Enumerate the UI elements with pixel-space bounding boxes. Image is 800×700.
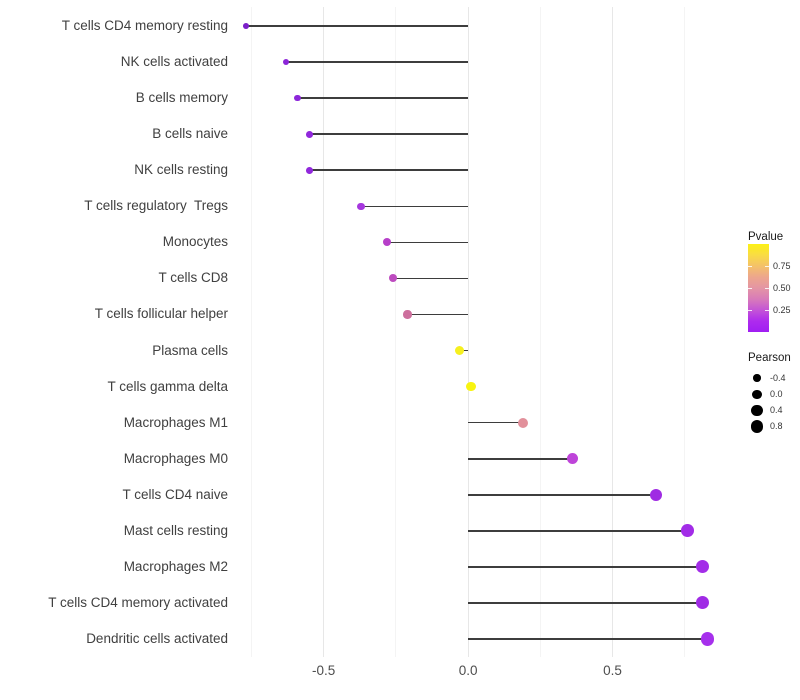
lollipop-stem	[286, 61, 469, 63]
lollipop-stem	[387, 241, 469, 244]
y-axis-label: Macrophages M0	[123, 450, 228, 466]
y-axis-label: T cells CD4 memory resting	[61, 18, 228, 33]
y-axis-label: Dendritic cells activated	[86, 631, 228, 647]
lollipop-stem	[393, 277, 469, 280]
lollipop-stem	[245, 25, 469, 27]
pvalue-tick-label: 0.25	[773, 304, 791, 315]
y-axis-label: Monocytes	[162, 234, 228, 250]
lollipop-dot	[681, 524, 695, 538]
pvalue-tick-label: 0.50	[773, 282, 791, 293]
lollipop-dot	[454, 345, 465, 356]
y-axis-label: T cells CD4 naive	[122, 486, 228, 502]
legend-pearson-title: Pearson	[748, 352, 791, 364]
y-axis-label: Macrophages M1	[123, 414, 228, 430]
colorbar-tick	[765, 288, 769, 289]
x-grid-major	[467, 7, 469, 657]
lollipop-stem	[297, 97, 469, 99]
y-axis-label: T cells gamma delta	[107, 378, 228, 394]
lollipop-stem	[468, 493, 656, 496]
y-axis-label: T cells regulatory Tregs	[84, 198, 228, 214]
lollipop-stem	[407, 313, 469, 316]
lollipop-stem	[468, 421, 523, 424]
x-grid-minor	[395, 7, 397, 657]
pearson-size-dot	[750, 420, 764, 434]
x-tick-label: 0.0	[458, 663, 478, 678]
x-tick-label: 0.5	[603, 663, 622, 678]
lollipop-dot	[701, 632, 715, 646]
lollipop-dot	[466, 381, 476, 392]
pearson-size-dot	[751, 404, 763, 416]
colorbar-tick	[765, 310, 769, 311]
y-axis-label: B cells memory	[135, 90, 228, 106]
lollipop-stem	[468, 566, 703, 568]
lollipop-dot	[305, 166, 313, 174]
lollipop-stem	[468, 638, 708, 640]
lollipop-stem	[309, 169, 469, 172]
y-axis-label: Mast cells resting	[123, 522, 228, 538]
y-axis-label: T cells CD8	[158, 270, 228, 286]
y-axis-label: B cells naive	[152, 126, 228, 142]
colorbar-tick	[765, 266, 769, 267]
lollipop-dot	[403, 310, 412, 319]
x-grid-major	[612, 7, 614, 657]
x-grid-minor	[539, 7, 541, 657]
lollipop-dot	[695, 596, 709, 610]
lollipop-dot	[566, 453, 578, 465]
y-axis-label: NK cells activated	[120, 54, 228, 70]
y-axis-label: T cells CD4 memory activated	[48, 594, 228, 610]
lollipop-dot	[649, 488, 663, 501]
legend-pvalue-title: Pvalue	[748, 231, 784, 243]
pvalue-colorbar	[748, 244, 769, 332]
lollipop-dot	[383, 238, 392, 247]
y-axis-label: T cells follicular helper	[94, 306, 228, 322]
lollipop-dot	[517, 417, 529, 428]
y-axis-label: Plasma cells	[152, 342, 228, 358]
y-axis-label: NK cells resting	[134, 162, 228, 178]
x-grid-major	[323, 7, 325, 657]
x-grid-minor	[684, 7, 686, 657]
lollipop-dot	[242, 23, 249, 29]
lollipop-dot	[305, 130, 313, 138]
colorbar-tick	[748, 266, 752, 267]
lollipop-dot	[282, 58, 290, 66]
lollipop-dot	[695, 560, 709, 574]
pearson-size-label: 0.0	[770, 388, 783, 399]
lollipop-stem	[361, 205, 469, 208]
lollipop-stem	[468, 602, 703, 604]
pearson-size-label: 0.8	[770, 421, 783, 432]
x-grid-minor	[250, 7, 252, 657]
x-tick-label: -0.5	[312, 663, 336, 678]
pearson-size-label: -0.4	[770, 372, 786, 383]
lollipop-stem	[468, 530, 688, 532]
pvalue-tick-label: 0.75	[773, 260, 791, 271]
lollipop-stem	[309, 133, 469, 135]
colorbar-tick	[748, 310, 752, 311]
pearson-size-dot	[753, 374, 761, 382]
pearson-size-dot	[752, 389, 762, 399]
lollipop-dot	[294, 94, 301, 102]
lollipop-stem	[468, 457, 573, 460]
lollipop-dot	[357, 202, 366, 211]
y-axis-label: Macrophages M2	[123, 558, 228, 574]
lollipop-dot	[388, 274, 398, 283]
colorbar-tick	[748, 288, 752, 289]
pearson-size-label: 0.4	[770, 404, 783, 415]
